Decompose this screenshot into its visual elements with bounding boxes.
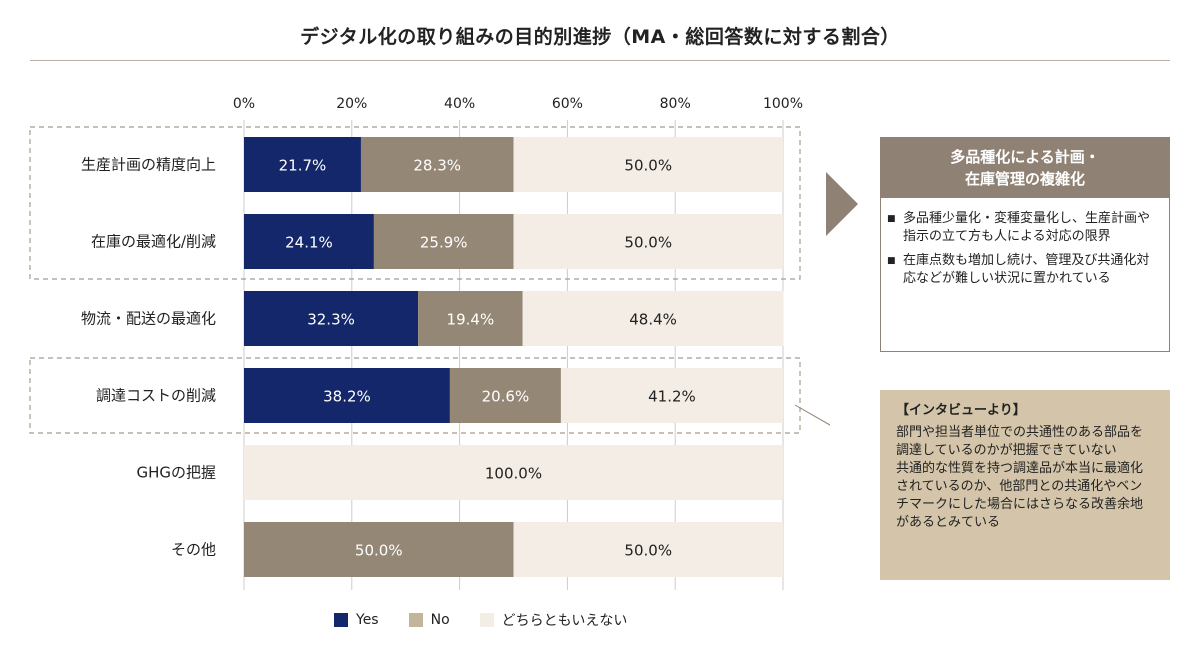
bar-segment [513, 214, 783, 269]
stacked-bar-chart: 0% 20% 40% 60% 80% 100% 生産計画の精度向上 21.7% 28.3% 50.… [29, 96, 830, 590]
x-tick-label: 40% [444, 96, 475, 112]
callout-bullet: 多品種少量化・変種変量化し、生産計画や指示の立て方も人による対応の限界 [887, 210, 1155, 246]
callout-heading-line1: 多品種化による計画・ [950, 148, 1100, 166]
legend-item-no: No [408, 612, 450, 628]
bar-segment [513, 137, 783, 192]
highlight-dashed-frame [29, 126, 801, 280]
category-label: 調達コストの削減 [96, 387, 216, 405]
title-divider [30, 60, 1170, 61]
data-label: 38.2% [323, 388, 371, 406]
bar-segment [418, 291, 523, 346]
callout-heading-line2: 在庫管理の複雑化 [964, 170, 1085, 188]
data-label: 32.3% [307, 311, 355, 329]
callout-box-complexity: 多品種化による計画・ 在庫管理の複雑化 多品種少量化・変種変量化し、生産計画や指… [880, 137, 1170, 352]
data-label: 21.7% [279, 157, 327, 175]
arrow-right-icon [826, 172, 858, 236]
data-label: 24.1% [285, 234, 333, 252]
callout-bullet: 在庫点数も増加し続け、管理及び共通化対応などが難しい状況に置かれている [887, 252, 1155, 288]
data-label: 100.0% [485, 465, 542, 483]
category-label: GHGの把握 [136, 464, 216, 482]
data-label: 28.3% [413, 157, 461, 175]
bar-segment [244, 214, 374, 269]
bar-segment [244, 445, 783, 500]
x-tick-label: 80% [660, 96, 691, 112]
chart-legend: Yes No どちらともいえない [334, 610, 627, 630]
data-label: 50.0% [355, 542, 403, 560]
chart-title: デジタル化の取り組みの目的別進捗（MA・総回答数に対する割合） [300, 26, 900, 48]
data-label: 19.4% [447, 311, 495, 329]
legend-swatch-yes [334, 613, 348, 627]
x-tick-label: 60% [552, 96, 583, 112]
legend-label-neutral: どちらともいえない [501, 613, 628, 629]
category-label: 生産計画の精度向上 [81, 156, 216, 174]
bar-segment [244, 291, 419, 346]
interview-box: 【インタビューより】 部門や担当者単位での共通性のある部品を調達しているのかが把… [880, 390, 1170, 580]
bar-segment [373, 214, 514, 269]
data-label: 50.0% [624, 157, 672, 175]
bar-segment [244, 522, 514, 577]
callout-heading: 多品種化による計画・ 在庫管理の複雑化 [881, 138, 1169, 198]
bar-segment [360, 137, 514, 192]
x-tick-label: 100% [763, 96, 803, 112]
x-tick-label: 20% [336, 96, 367, 112]
legend-item-yes: Yes [334, 612, 379, 628]
bar-segment [513, 522, 783, 577]
data-label: 50.0% [624, 542, 672, 560]
category-label: 在庫の最適化/削減 [91, 233, 216, 251]
data-label: 25.9% [420, 234, 468, 252]
bar-segment [244, 137, 361, 192]
data-label: 50.0% [624, 234, 672, 252]
category-label: その他 [171, 541, 216, 559]
bar-segment [560, 368, 783, 423]
data-label: 20.6% [482, 388, 530, 406]
legend-label-yes: Yes [356, 612, 379, 628]
data-label: 48.4% [629, 311, 677, 329]
bar-segment [522, 291, 784, 346]
interview-heading: 【インタビューより】 [896, 403, 1026, 418]
interview-line: 部門や担当者単位での共通性のある部品を調達しているのかが把握できていない [896, 425, 1144, 458]
legend-swatch-no [408, 613, 423, 627]
category-label: 物流・配送の最適化 [81, 310, 216, 328]
bar-segment [244, 368, 450, 423]
legend-swatch-neutral [479, 613, 494, 627]
data-label: 41.2% [648, 388, 696, 406]
legend-item-neutral: どちらともいえない [479, 610, 628, 630]
connector-line [794, 404, 830, 426]
legend-label-no: No [430, 612, 450, 628]
bar-segment [449, 368, 561, 423]
interview-line: 共通的な性質を持つ調達品が本当に最適化されているのか、他部門との共通化やベンチマ… [896, 461, 1144, 530]
x-tick-label: 0% [233, 96, 255, 112]
callout-bullet-list: 多品種少量化・変種変量化し、生産計画や指示の立て方も人による対応の限界 在庫点数… [881, 198, 1169, 288]
